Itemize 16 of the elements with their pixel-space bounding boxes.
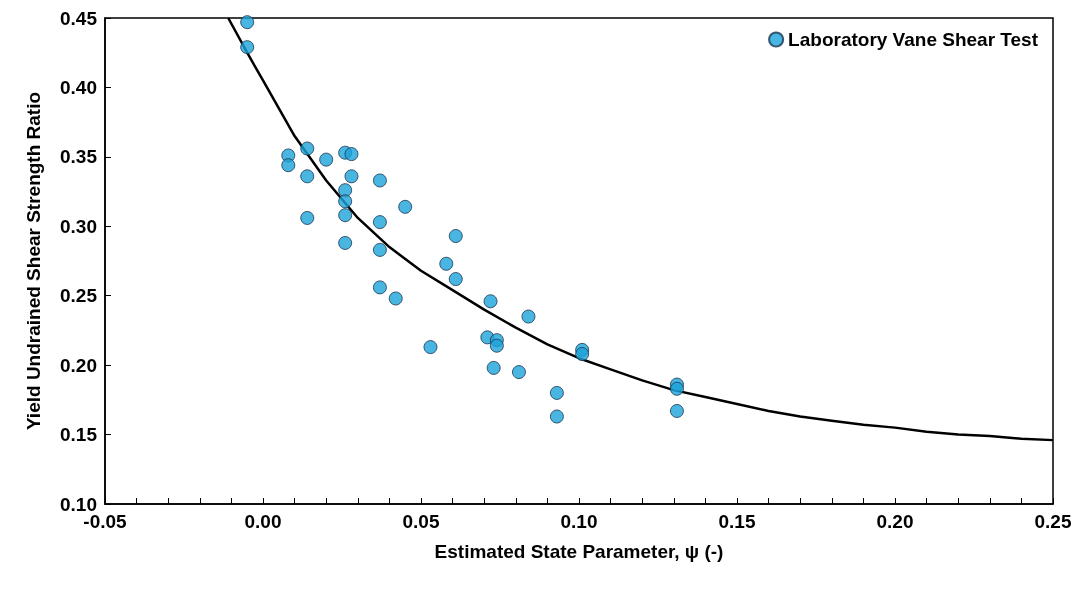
y-tick-label: 0.35: [60, 146, 98, 168]
x-tick-label: 0.25: [1034, 511, 1072, 532]
y-axis-title: Yield Undrained Shear Strength Ratio: [23, 91, 44, 431]
x-tick-label: 0.10: [560, 511, 598, 532]
x-tick-label: 0.05: [402, 511, 440, 532]
y-tick-label: 0.30: [60, 215, 97, 237]
y-tick-label: 0.45: [60, 7, 98, 29]
x-tick-label: 0.15: [718, 511, 756, 532]
y-tick-label: 0.20: [60, 354, 97, 376]
y-tick-label: 0.40: [60, 76, 97, 98]
y-tick-label: 0.15: [60, 424, 98, 446]
x-axis-title: Estimated State Parameter, ψ (-): [434, 541, 724, 562]
x-tick-label: 0.20: [876, 511, 914, 532]
y-tick-label: 0.25: [60, 285, 98, 307]
x-tick-label: 0.00: [244, 511, 282, 532]
legend-label: Laboratory Vane Shear Test: [788, 29, 1039, 50]
